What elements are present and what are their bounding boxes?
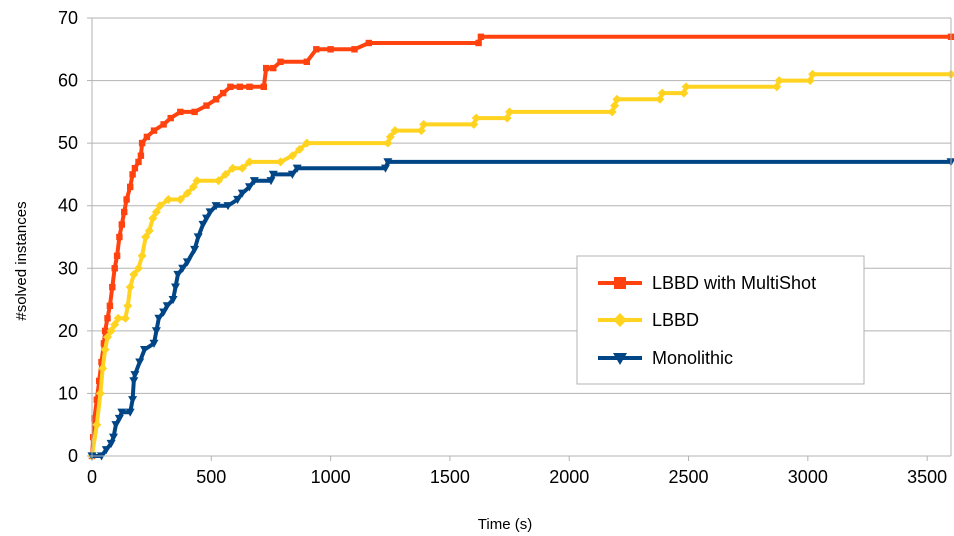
series-monolithic [87, 158, 954, 461]
x-tick-label: 3000 [788, 467, 828, 487]
x-tick-label: 1000 [311, 467, 351, 487]
axes [87, 17, 952, 461]
legend-item: LBBD [598, 310, 699, 330]
x-tick-label: 3500 [907, 467, 947, 487]
x-tick-label: 2000 [549, 467, 589, 487]
y-tick-label: 30 [58, 258, 78, 278]
legend-label: Monolithic [652, 348, 733, 368]
triangle-down-icon [613, 353, 627, 365]
legend-items: LBBD with MultiShot LBBD Monolithic [598, 273, 816, 368]
legend-label: LBBD [652, 310, 699, 330]
y-tick-label: 70 [58, 8, 78, 28]
y-tick-label: 50 [58, 133, 78, 153]
legend: LBBD with MultiShot LBBD Monolithic [576, 255, 865, 385]
y-tick-label: 40 [58, 196, 78, 216]
x-tick-label: 2500 [669, 467, 709, 487]
legend-item: LBBD with MultiShot [598, 273, 816, 293]
series-layer [87, 33, 954, 461]
square-icon [614, 277, 626, 289]
x-tick-label: 0 [87, 467, 97, 487]
y-tick-label: 10 [58, 383, 78, 403]
x-tick-labels: 0 500 1000 1500 2000 2500 3000 3500 [87, 467, 947, 487]
y-tick-label: 0 [68, 446, 78, 466]
y-tick-labels: 0 10 20 30 40 50 60 70 [58, 8, 78, 466]
legend-item: Monolithic [598, 348, 733, 368]
x-axis-title: Time (s) [478, 516, 532, 533]
y-axis-title: #solved instances [13, 201, 30, 320]
series-line [87, 158, 954, 461]
diamond-icon [613, 313, 627, 327]
y-tick-label: 20 [58, 321, 78, 341]
x-tick-label: 1500 [430, 467, 470, 487]
legend-label: LBBD with MultiShot [652, 273, 816, 293]
gridlines [92, 17, 951, 457]
x-tick-label: 500 [196, 467, 226, 487]
y-tick-label: 60 [58, 71, 78, 91]
